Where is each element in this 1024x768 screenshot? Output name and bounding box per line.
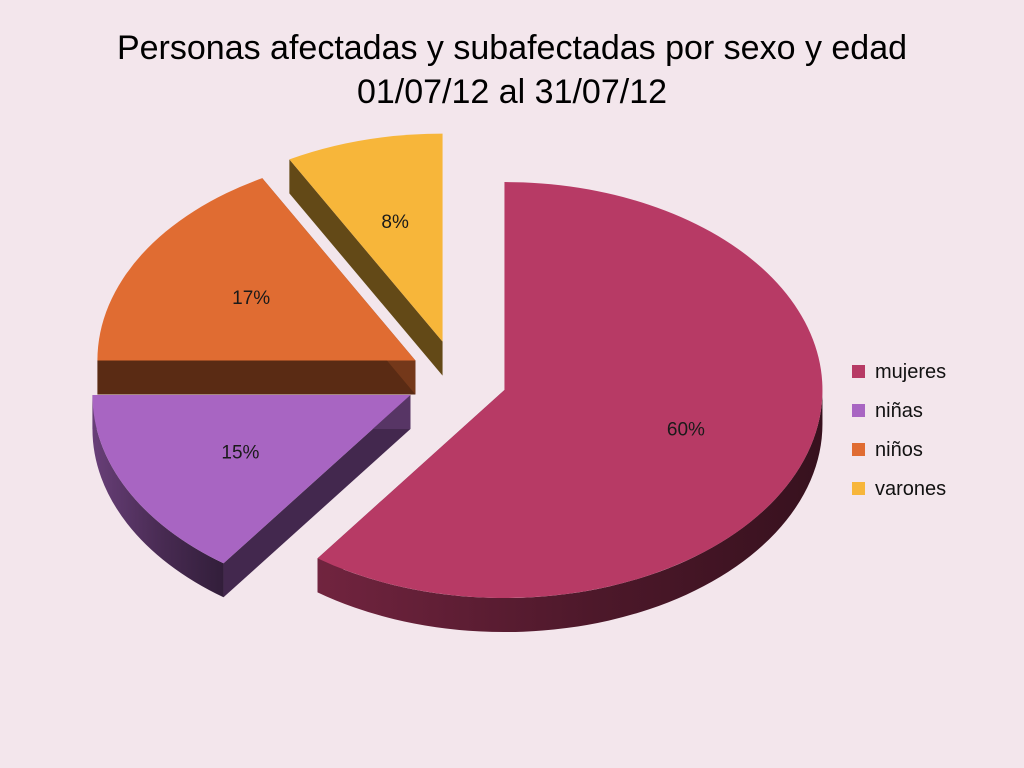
pie-slice-ninos	[97, 178, 416, 395]
slice-outer-wall-mujeres	[317, 390, 823, 633]
legend-label-mujeres: mujeres	[875, 361, 947, 383]
slice-top-mujeres	[317, 182, 823, 599]
data-label-mujeres: 60%	[667, 420, 705, 441]
chart-title: Personas afectadas y subafectadas por se…	[40, 26, 984, 114]
legend-swatch-ninas	[852, 404, 865, 417]
slice-side-wall-ninos	[97, 360, 416, 395]
legend-item-ninas: niñas	[852, 399, 1012, 422]
slice-top-varones	[289, 133, 443, 342]
legend-label-varones: varones	[875, 478, 947, 500]
chart-title-line-2: 01/07/12 al 31/07/12	[356, 73, 668, 111]
pie-slice-mujeres	[317, 182, 823, 633]
slice-top-ninas	[92, 395, 411, 564]
chart-title-line-1: Personas afectadas y subafectadas por se…	[116, 29, 908, 67]
pie-slice-varones	[289, 133, 443, 376]
slice-side-wall-ninas	[223, 395, 411, 598]
legend-swatch-varones	[852, 482, 865, 495]
slice-side-wall-varones	[289, 159, 443, 376]
legend-item-varones: varones	[852, 477, 1012, 500]
legend-swatch-mujeres	[852, 365, 865, 378]
legend-swatch-ninos	[852, 443, 865, 456]
pie-slice-ninas	[92, 395, 411, 598]
data-label-ninas: 15%	[221, 443, 259, 464]
legend-item-ninos: niños	[852, 438, 1012, 461]
slice-outer-wall-ninas	[92, 395, 224, 598]
data-label-varones: 8%	[381, 212, 409, 233]
slice-top-ninos	[97, 178, 416, 361]
legend-item-mujeres: mujeres	[852, 360, 1012, 383]
chart-legend: mujeres niñas niños varones	[852, 360, 1012, 516]
legend-label-ninas: niñas	[875, 400, 923, 422]
legend-label-ninos: niños	[875, 439, 923, 461]
data-label-ninos: 17%	[232, 288, 270, 309]
